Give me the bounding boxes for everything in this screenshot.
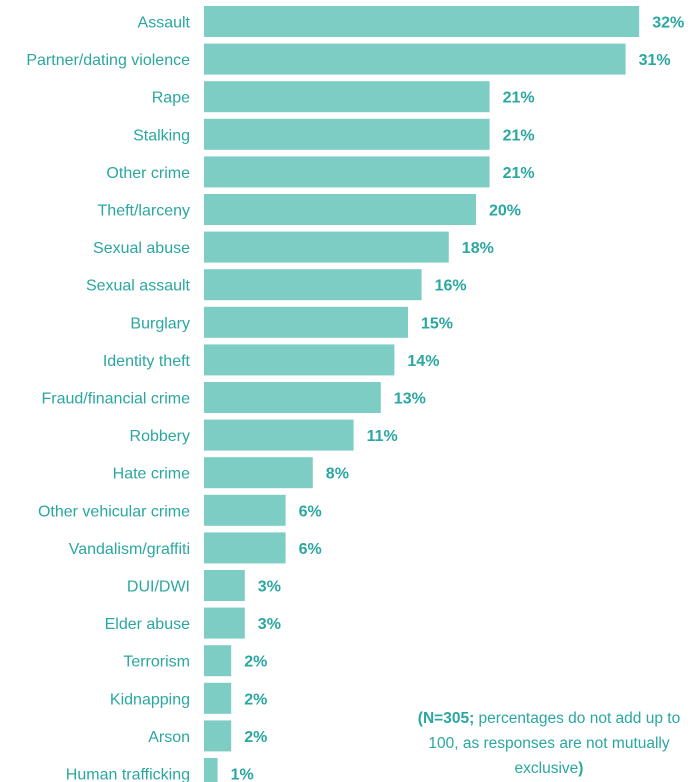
category-label: Assault [138,15,191,32]
value-label: 20% [489,203,521,220]
bar [204,532,286,564]
value-label: 32% [652,15,684,32]
note-close: ) [578,760,584,777]
category-label: Other crime [106,165,190,182]
value-label: 6% [299,541,322,558]
bar [204,118,490,150]
value-label: 3% [258,616,281,633]
category-label: Arson [148,729,190,746]
category-label: Vandalism/graffiti [69,541,190,558]
bar [204,457,313,489]
category-label: Kidnapping [110,691,190,708]
bar [204,607,245,639]
value-label: 13% [394,391,426,408]
value-label: 31% [639,52,671,69]
bar [204,194,476,225]
value-label: 2% [244,654,267,671]
value-label: 14% [407,353,439,370]
bar [204,720,232,752]
bar [204,306,408,338]
category-label: Terrorism [123,654,190,671]
value-label: 18% [462,240,494,257]
category-label: Elder abuse [105,616,190,633]
value-label: 11% [367,428,398,445]
value-label: 1% [231,767,254,782]
category-label: Theft/larceny [98,203,190,220]
value-label: 15% [421,315,453,332]
category-label: Robbery [130,428,190,445]
bar [204,43,626,75]
category-label: Burglary [130,315,190,332]
value-label: 21% [503,90,535,107]
bar [204,682,232,714]
bar [204,494,286,526]
category-label: Human trafficking [66,767,190,782]
category-label: Partner/dating violence [26,52,190,69]
category-label: Stalking [133,127,190,144]
bar [204,81,490,113]
bar [204,231,449,263]
value-label: 3% [258,579,281,596]
bar [204,758,218,782]
sample-size-label: (N=305; [417,710,475,727]
category-label: Sexual assault [86,278,191,295]
value-label: 2% [244,691,267,708]
category-label: Hate crime [113,466,190,483]
bar [204,419,354,451]
sample-size-note: (N=305; percentages do not add up to 100… [404,706,692,781]
bar [204,6,640,37]
bar [204,382,381,413]
value-label: 21% [503,165,535,182]
category-label: Sexual abuse [93,240,190,257]
note-text: percentages do not add up to 100, as res… [428,710,681,777]
category-label: Fraud/financial crime [42,391,191,408]
category-label: Rape [152,90,190,107]
value-label: 21% [503,127,535,144]
bar [204,645,232,677]
bar [204,156,490,188]
category-label: Other vehicular crime [38,503,190,520]
category-label: Identity theft [103,353,191,370]
value-label: 6% [299,503,322,520]
bar [204,269,422,301]
bar [204,344,395,376]
value-label: 2% [244,729,267,746]
value-label: 16% [435,278,467,295]
category-label: DUI/DWI [127,579,190,596]
value-label: 8% [326,466,349,483]
bar [204,570,245,601]
